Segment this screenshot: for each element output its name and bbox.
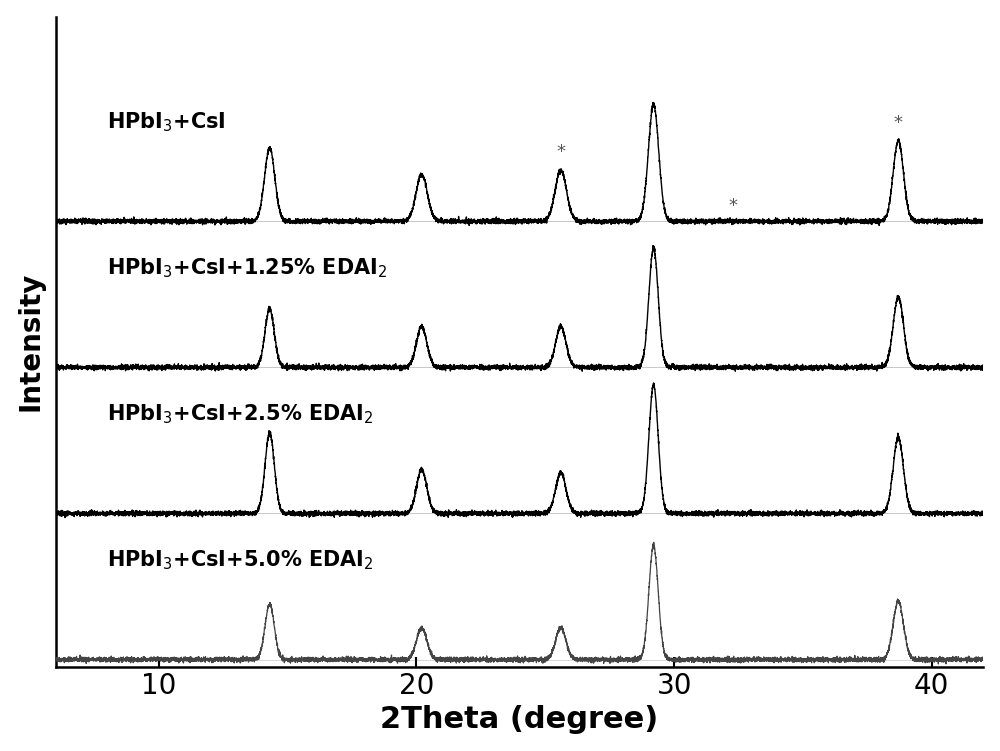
Text: HPbI$_3$+CsI+2.5% EDAI$_2$: HPbI$_3$+CsI+2.5% EDAI$_2$ <box>107 403 374 426</box>
Text: HPbI$_3$+CsI+5.0% EDAI$_2$: HPbI$_3$+CsI+5.0% EDAI$_2$ <box>107 548 374 572</box>
Text: *: * <box>894 114 903 132</box>
Text: HPbI$_3$+CsI: HPbI$_3$+CsI <box>107 110 226 134</box>
Text: HPbI$_3$+CsI+1.25% EDAI$_2$: HPbI$_3$+CsI+1.25% EDAI$_2$ <box>107 256 388 279</box>
Text: *: * <box>556 143 565 161</box>
Text: *: * <box>729 198 738 216</box>
X-axis label: 2Theta (degree): 2Theta (degree) <box>380 705 659 734</box>
Y-axis label: Intensity: Intensity <box>17 272 45 412</box>
